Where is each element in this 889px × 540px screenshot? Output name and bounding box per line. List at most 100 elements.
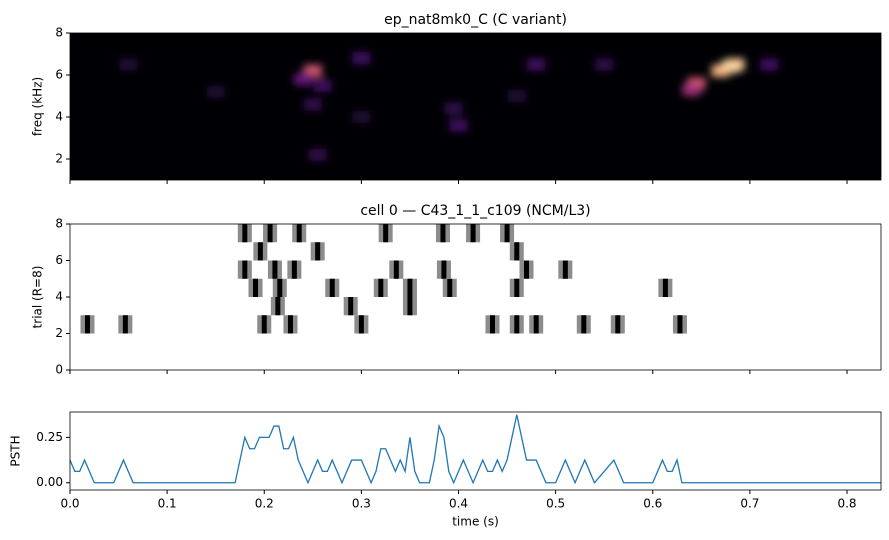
psth-line	[69, 414, 881, 485]
spike	[442, 278, 457, 297]
spike	[253, 242, 268, 261]
spike	[270, 297, 285, 316]
y-tick-label: 2	[55, 326, 63, 340]
spike-core	[489, 315, 495, 334]
spike-core	[296, 224, 302, 243]
spike	[272, 278, 287, 297]
spike-core	[407, 278, 413, 297]
spike	[435, 224, 450, 243]
spike-core	[393, 260, 399, 279]
heatmap-cell	[352, 52, 371, 65]
spike-core	[440, 224, 446, 243]
spike	[237, 224, 252, 243]
spike-core	[277, 278, 283, 297]
spike	[325, 278, 340, 297]
heatmap-cell	[760, 58, 779, 71]
spike	[658, 278, 673, 297]
spike-core	[348, 297, 354, 316]
y-tick-label: 4	[55, 290, 63, 304]
spike-core	[514, 315, 520, 334]
y-tick-label: 8	[55, 217, 63, 231]
y-tick-label: 4	[55, 110, 63, 124]
spike	[263, 224, 278, 243]
panel: 0 2 4 6 8 cell 0 — C43_1_1_c109 (NCM/L3) trial…	[31, 203, 882, 377]
spike	[310, 242, 325, 261]
spike	[500, 224, 515, 243]
x-tick-label: 0.3	[352, 497, 371, 511]
spike-core	[514, 278, 520, 297]
spike	[576, 315, 591, 334]
spike-core	[514, 242, 520, 261]
spike-core	[662, 278, 668, 297]
spike-core	[378, 278, 384, 297]
panel-title: ep_nat8mk0_C (C variant)	[384, 12, 567, 28]
spike-core	[447, 278, 453, 297]
heatmap-cell	[527, 58, 546, 71]
y-axis-label: trial (R=8)	[31, 266, 45, 329]
heatmap-cell	[294, 73, 313, 86]
spike-core	[562, 260, 568, 279]
spike-core	[275, 297, 281, 316]
spike	[389, 260, 404, 279]
panel-title: cell 0 — C43_1_1_c109 (NCM/L3)	[360, 203, 590, 219]
spike	[402, 297, 417, 316]
spike-core	[84, 315, 90, 334]
spike-core	[267, 224, 273, 243]
spike	[80, 315, 95, 334]
y-tick-label: 0.25	[36, 430, 63, 444]
spike-core	[615, 315, 621, 334]
spike-core	[291, 260, 297, 279]
spike	[436, 260, 451, 279]
spike-core	[441, 260, 447, 279]
spike	[257, 315, 272, 334]
heatmap-cell	[444, 102, 463, 115]
spike	[292, 224, 307, 243]
spike	[287, 260, 302, 279]
x-tick-label: 0.4	[449, 497, 468, 511]
x-tick-label: 0.8	[837, 497, 856, 511]
axes-frame	[69, 223, 882, 371]
spike	[519, 260, 534, 279]
spike	[378, 224, 393, 243]
x-tick-label: 0.0	[60, 497, 79, 511]
spike-core	[504, 224, 510, 243]
spike-core	[358, 315, 364, 334]
spike	[610, 315, 625, 334]
spike-core	[315, 242, 321, 261]
heatmap-cell	[449, 119, 468, 132]
y-tick-label: 6	[55, 68, 63, 82]
spike-core	[242, 224, 248, 243]
heatmap-cell	[507, 90, 526, 102]
y-tick-label: 2	[55, 152, 63, 166]
spike	[237, 260, 252, 279]
x-tick-label: 0.1	[158, 497, 177, 511]
spike	[509, 242, 524, 261]
spike-core	[407, 297, 413, 316]
spike-core	[257, 242, 263, 261]
spike-core	[533, 315, 539, 334]
x-tick-label: 0.2	[255, 497, 274, 511]
spike-core	[523, 260, 529, 279]
spike-core	[470, 224, 476, 243]
heatmap-cell	[682, 83, 701, 96]
y-axis-label: freq (kHz)	[31, 77, 45, 136]
y-tick-label: 6	[55, 253, 63, 267]
spike	[509, 315, 524, 334]
spike	[267, 260, 282, 279]
axes-frame	[69, 32, 882, 181]
axes-frame	[69, 411, 882, 491]
heatmap-cell	[711, 64, 730, 77]
heatmap-cell	[206, 85, 225, 98]
spike-core	[677, 315, 683, 334]
heatmap-cell	[303, 98, 322, 111]
spike	[343, 297, 358, 316]
spike	[558, 260, 573, 279]
spike	[485, 315, 500, 334]
spike-core	[329, 278, 335, 297]
spike	[283, 315, 298, 334]
panel: 0.00 0.25 0.0 0.1 0.2 0.3 0.4 0.5 0.6 0.7 0.8 PSTH t…	[9, 411, 882, 529]
y-tick-label: 0	[55, 363, 63, 377]
spike	[466, 224, 481, 243]
spike-core	[272, 260, 278, 279]
